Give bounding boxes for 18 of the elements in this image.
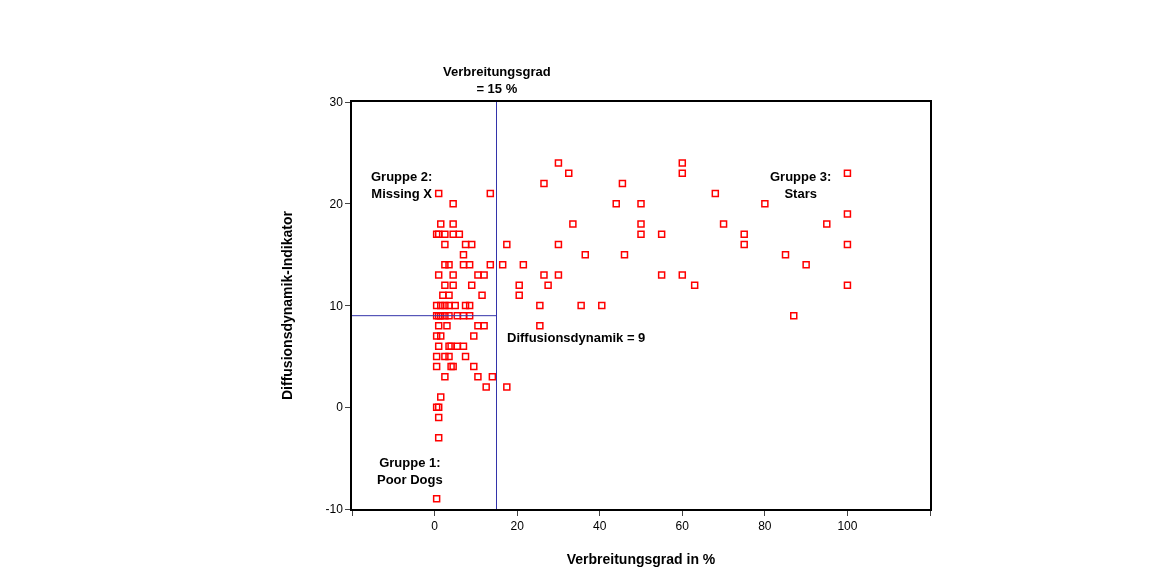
ref-line-label: Verbreitungsgrad = 15 % bbox=[443, 64, 551, 96]
annotation: Gruppe 2: Missing X bbox=[371, 169, 433, 201]
x-tick-label: 80 bbox=[758, 519, 772, 534]
y-axis-title: Diffusionsdynamik-Indikator bbox=[278, 210, 295, 401]
x-tick-label: 20 bbox=[510, 519, 525, 534]
x-tick-label: 100 bbox=[837, 519, 858, 534]
y-tick-label: -10 bbox=[325, 502, 344, 517]
y-tick-label: 30 bbox=[329, 95, 344, 110]
annotation: Gruppe 1: Poor Dogs bbox=[377, 455, 443, 487]
y-tick-label: 0 bbox=[336, 400, 344, 415]
annotation: Gruppe 3: Stars bbox=[770, 169, 832, 201]
x-tick-label: 60 bbox=[675, 519, 690, 534]
ref-line-label: Diffusionsdynamik = 9 bbox=[507, 330, 646, 345]
y-tick-label: 10 bbox=[329, 298, 344, 313]
x-tick-label: 40 bbox=[593, 519, 607, 534]
x-tick-label: 0 bbox=[431, 519, 439, 534]
y-tick-label: 20 bbox=[329, 196, 344, 211]
x-axis-title: Verbreitungsgrad in % bbox=[566, 550, 716, 567]
